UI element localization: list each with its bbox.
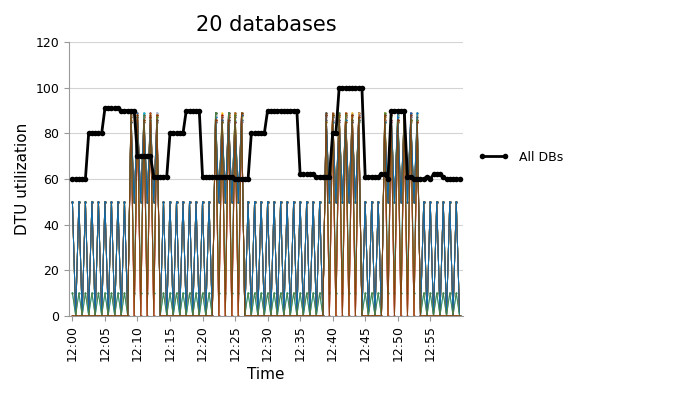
- Y-axis label: DTU utilization: DTU utilization: [15, 123, 30, 235]
- All DBs: [456, 177, 464, 181]
- All DBs: [445, 177, 454, 181]
- X-axis label: Time: Time: [248, 367, 285, 382]
- Line: All DBs: All DBs: [69, 85, 462, 182]
- All DBs: [150, 174, 158, 179]
- Title: 20 databases: 20 databases: [196, 15, 337, 35]
- All DBs: [335, 85, 343, 90]
- Legend: All DBs: All DBs: [473, 146, 568, 169]
- All DBs: [68, 177, 76, 181]
- All DBs: [283, 108, 291, 113]
- All DBs: [173, 131, 181, 136]
- All DBs: [339, 85, 347, 90]
- All DBs: [377, 172, 386, 177]
